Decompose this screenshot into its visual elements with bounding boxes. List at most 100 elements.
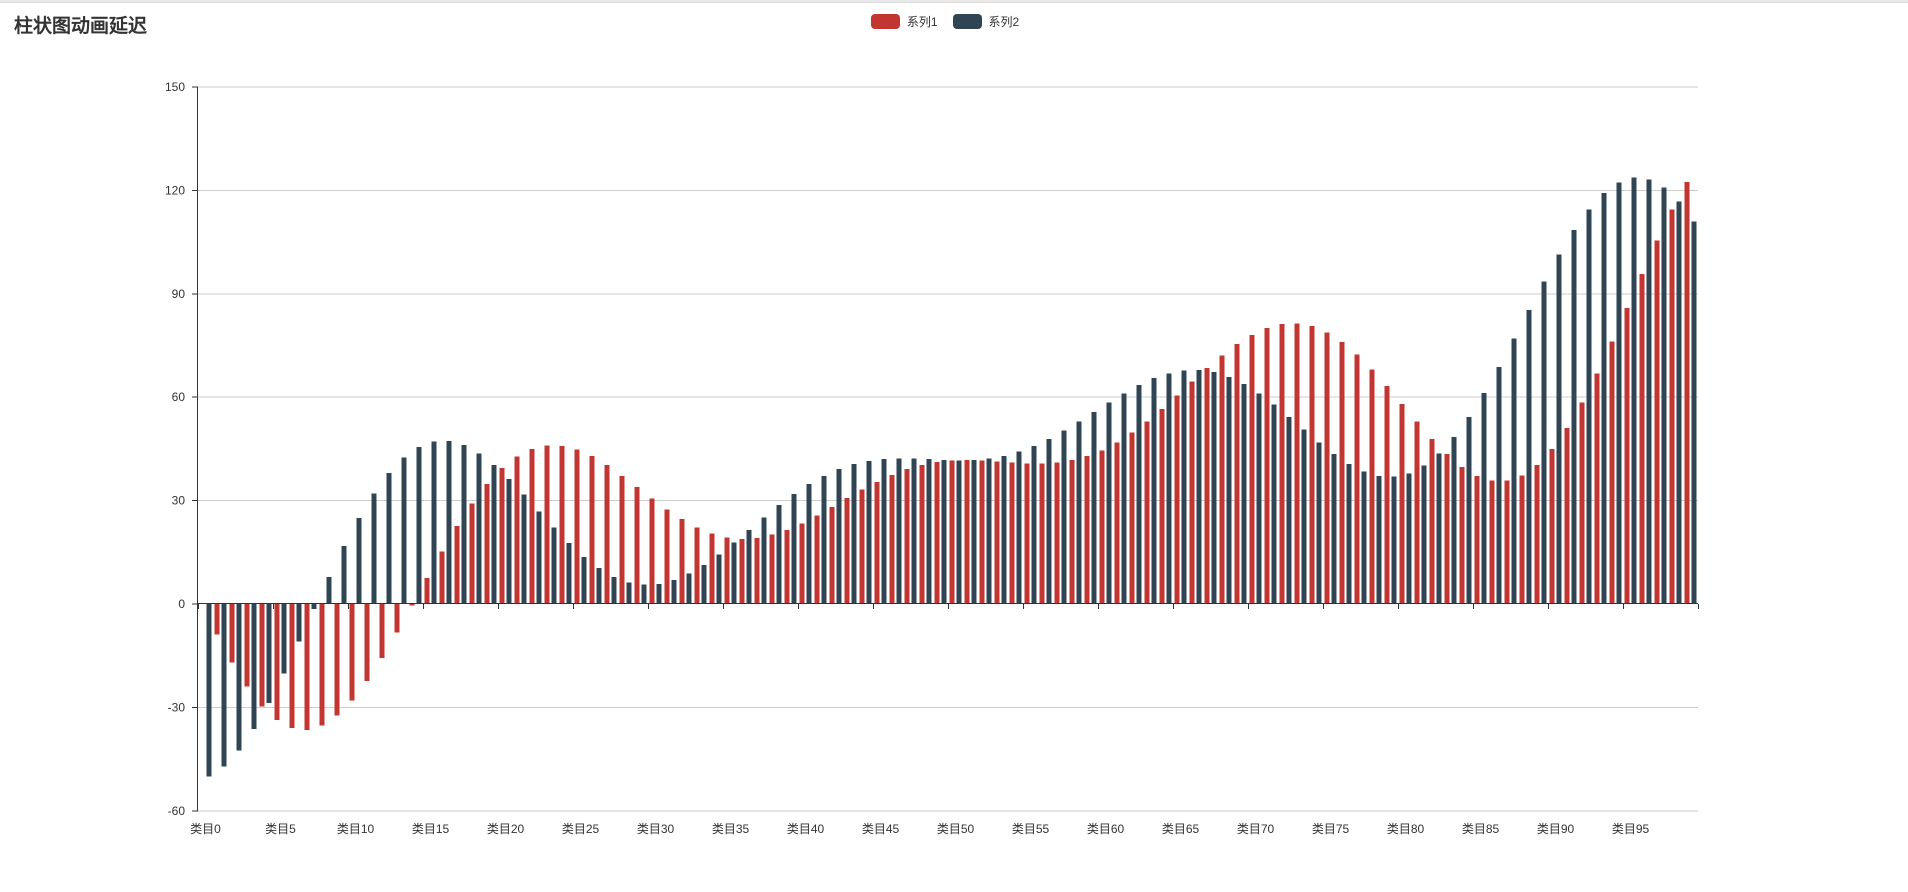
bar-series2[interactable] <box>296 604 302 642</box>
bar-series2[interactable] <box>1136 385 1142 604</box>
bar-series2[interactable] <box>446 440 452 604</box>
bar-series1[interactable] <box>1099 450 1105 604</box>
bar-series1[interactable] <box>1204 368 1210 604</box>
bar-series2[interactable] <box>581 556 587 604</box>
bar-series2[interactable] <box>506 478 512 604</box>
bar-series2[interactable] <box>1046 438 1052 604</box>
bar-series1[interactable] <box>1084 456 1090 604</box>
bar-series1[interactable] <box>1069 459 1075 604</box>
bar-series1[interactable] <box>1249 334 1255 604</box>
bar-series1[interactable] <box>889 475 895 604</box>
bar-series1[interactable] <box>739 538 745 604</box>
bar-series1[interactable] <box>1219 355 1225 604</box>
bar-series1[interactable] <box>1429 438 1435 604</box>
bar-series1[interactable] <box>1579 402 1585 604</box>
bar-series2[interactable] <box>1031 445 1037 604</box>
bar-series2[interactable] <box>431 441 437 604</box>
bar-series1[interactable] <box>769 534 775 604</box>
bar-series2[interactable] <box>1616 182 1622 605</box>
bar-series1[interactable] <box>289 604 295 729</box>
bar-series1[interactable] <box>799 523 805 604</box>
bar-series1[interactable] <box>1399 404 1405 604</box>
bar-series1[interactable] <box>649 498 655 604</box>
bar-series1[interactable] <box>709 533 715 604</box>
bar-series1[interactable] <box>1444 454 1450 604</box>
bar-series1[interactable] <box>1039 463 1045 604</box>
bar-series1[interactable] <box>259 604 265 707</box>
bar-series1[interactable] <box>1654 240 1660 605</box>
bar-series1[interactable] <box>1384 386 1390 604</box>
bar-series2[interactable] <box>746 529 752 604</box>
bar-series2[interactable] <box>596 568 602 604</box>
bar-series1[interactable] <box>589 456 595 604</box>
bar-series1[interactable] <box>1324 332 1330 604</box>
bar-series2[interactable] <box>1601 193 1607 604</box>
bar-series2[interactable] <box>1196 369 1202 604</box>
bar-series2[interactable] <box>1286 416 1292 604</box>
bar-series2[interactable] <box>1571 230 1577 604</box>
bar-series2[interactable] <box>626 582 632 604</box>
bar-series1[interactable] <box>559 445 565 604</box>
bar-series1[interactable] <box>1264 327 1270 604</box>
bar-series2[interactable] <box>941 459 947 604</box>
bar-series2[interactable] <box>1061 430 1067 604</box>
bar-series1[interactable] <box>394 604 400 633</box>
bar-series1[interactable] <box>1309 326 1315 604</box>
bar-series1[interactable] <box>379 604 385 659</box>
bar-series2[interactable] <box>326 576 332 604</box>
bar-series2[interactable] <box>536 511 542 604</box>
bar-series2[interactable] <box>1181 370 1187 604</box>
bar-series1[interactable] <box>1189 381 1195 604</box>
bar-series2[interactable] <box>1361 471 1367 604</box>
bar-series1[interactable] <box>454 526 460 604</box>
bar-series2[interactable] <box>521 494 527 604</box>
bar-series2[interactable] <box>866 460 872 604</box>
bar-series1[interactable] <box>1024 463 1030 604</box>
bar-series1[interactable] <box>1294 323 1300 604</box>
bar-series2[interactable] <box>476 453 482 604</box>
bar-series2[interactable] <box>1661 187 1667 604</box>
bar-series1[interactable] <box>1459 466 1465 604</box>
bar-series2[interactable] <box>236 604 242 751</box>
bar-series1[interactable] <box>484 484 490 604</box>
bar-series1[interactable] <box>1594 373 1600 604</box>
bar-series2[interactable] <box>1421 465 1427 604</box>
bar-series1[interactable] <box>829 506 835 604</box>
bar-series1[interactable] <box>619 475 625 604</box>
bar-series2[interactable] <box>416 446 422 604</box>
bar-series2[interactable] <box>851 464 857 604</box>
bar-series1[interactable] <box>1639 273 1645 604</box>
bar-series2[interactable] <box>1496 366 1502 604</box>
legend-item-series1[interactable]: 系列1 <box>870 13 938 30</box>
bar-series1[interactable] <box>1414 421 1420 604</box>
bar-series1[interactable] <box>1129 432 1135 604</box>
bar-series2[interactable] <box>266 604 272 703</box>
bar-series2[interactable] <box>371 493 377 604</box>
bar-series1[interactable] <box>874 481 880 604</box>
bar-series2[interactable] <box>641 584 647 604</box>
bar-series2[interactable] <box>656 584 662 604</box>
bar-series2[interactable] <box>1001 455 1007 604</box>
bar-series2[interactable] <box>1256 393 1262 604</box>
bar-series1[interactable] <box>499 468 505 604</box>
bar-series2[interactable] <box>1466 416 1472 604</box>
bar-series2[interactable] <box>1631 177 1637 604</box>
bar-series1[interactable] <box>1564 428 1570 604</box>
bar-series1[interactable] <box>544 445 550 604</box>
bar-series2[interactable] <box>1106 402 1112 604</box>
bar-series1[interactable] <box>1354 354 1360 604</box>
bar-series1[interactable] <box>274 604 280 721</box>
bar-series1[interactable] <box>694 527 700 604</box>
bar-series1[interactable] <box>1054 462 1060 604</box>
bar-series1[interactable] <box>1174 395 1180 604</box>
bar-series2[interactable] <box>926 459 932 604</box>
bar-series2[interactable] <box>1511 338 1517 604</box>
bar-series2[interactable] <box>356 517 362 604</box>
bar-series1[interactable] <box>214 604 220 635</box>
bar-series2[interactable] <box>1241 384 1247 604</box>
bar-series2[interactable] <box>881 458 887 604</box>
bar-series2[interactable] <box>341 546 347 604</box>
bar-series2[interactable] <box>566 542 572 604</box>
bar-series2[interactable] <box>461 445 467 604</box>
bar-series2[interactable] <box>761 517 767 604</box>
